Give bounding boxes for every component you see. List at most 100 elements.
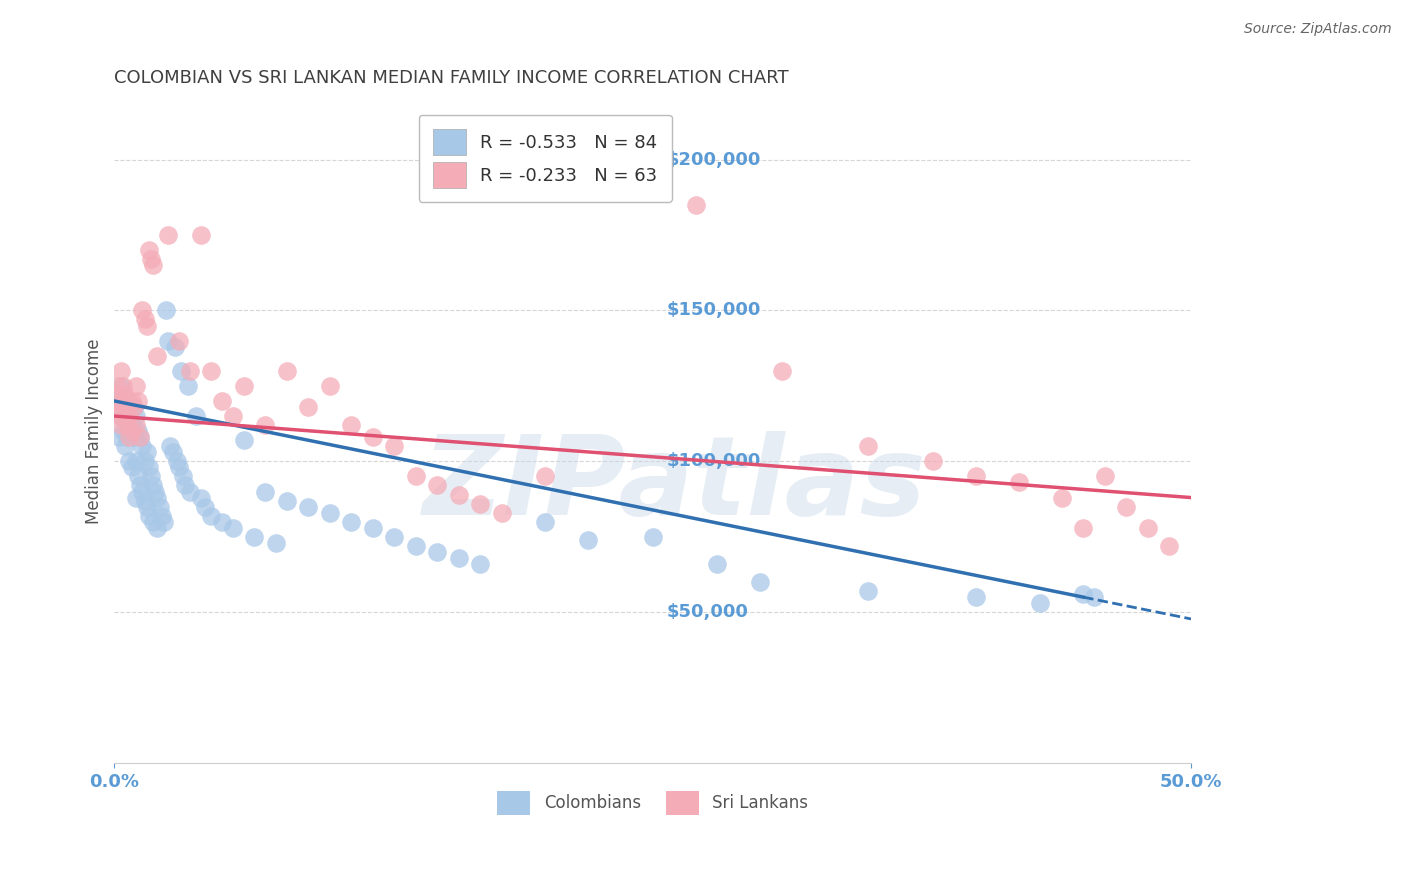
Point [114, 439, 136, 453]
Point [134, 312, 156, 326]
Point [105, 394, 128, 409]
Point [222, 409, 245, 423]
Point [111, 424, 134, 438]
Point [111, 379, 134, 393]
Point [297, 500, 319, 514]
Point [146, 349, 169, 363]
Text: $150,000: $150,000 [666, 301, 761, 319]
Point [138, 508, 160, 523]
Point [159, 439, 181, 453]
Point [125, 409, 148, 423]
Point [491, 506, 513, 520]
Point [135, 318, 157, 333]
Point [190, 227, 212, 242]
Point [1083, 590, 1105, 604]
Point [129, 430, 152, 444]
Point [118, 454, 141, 468]
Point [146, 491, 169, 505]
Point [117, 418, 139, 433]
Point [426, 545, 449, 559]
Point [172, 469, 194, 483]
Point [121, 460, 143, 475]
Point [157, 227, 180, 242]
Point [114, 409, 136, 423]
Point [361, 521, 384, 535]
Point [111, 400, 134, 414]
Point [146, 521, 169, 535]
Point [125, 379, 148, 393]
Text: $200,000: $200,000 [666, 151, 761, 169]
Point [122, 400, 145, 414]
Point [1136, 521, 1159, 535]
Point [118, 409, 141, 423]
Point [211, 394, 233, 409]
Point [122, 400, 145, 414]
Point [186, 409, 208, 423]
Point [254, 484, 277, 499]
Point [641, 153, 664, 167]
Point [243, 530, 266, 544]
Text: ZIPatlas: ZIPatlas [422, 431, 927, 538]
Point [276, 493, 298, 508]
Point [211, 515, 233, 529]
Point [297, 400, 319, 414]
Point [162, 445, 184, 459]
Point [110, 379, 132, 393]
Point [163, 340, 186, 354]
Point [107, 400, 129, 414]
Point [170, 364, 193, 378]
Point [685, 198, 707, 212]
Point [361, 430, 384, 444]
Point [117, 394, 139, 409]
Point [134, 454, 156, 468]
Point [117, 400, 139, 414]
Point [142, 258, 165, 272]
Point [276, 364, 298, 378]
Point [117, 430, 139, 444]
Text: $50,000: $50,000 [666, 603, 748, 621]
Point [179, 484, 201, 499]
Point [125, 491, 148, 505]
Point [1029, 596, 1052, 610]
Point [641, 530, 664, 544]
Point [534, 469, 557, 483]
Point [1073, 587, 1095, 601]
Text: Source: ZipAtlas.com: Source: ZipAtlas.com [1244, 22, 1392, 37]
Point [534, 515, 557, 529]
Point [167, 460, 190, 475]
Point [447, 487, 470, 501]
Point [1115, 500, 1137, 514]
Point [382, 439, 405, 453]
Point [232, 379, 254, 393]
Point [232, 434, 254, 448]
Point [921, 454, 943, 468]
Point [143, 484, 166, 499]
Point [340, 515, 363, 529]
Text: $100,000: $100,000 [666, 452, 761, 470]
Point [107, 388, 129, 402]
Point [139, 469, 162, 483]
Y-axis label: Median Family Income: Median Family Income [86, 338, 103, 524]
Point [319, 506, 342, 520]
Point [167, 334, 190, 348]
Point [200, 508, 222, 523]
Point [131, 303, 153, 318]
Point [125, 418, 148, 433]
Point [470, 497, 492, 511]
Point [706, 557, 728, 571]
Point [1050, 491, 1073, 505]
Point [770, 364, 793, 378]
Point [114, 388, 136, 402]
Point [405, 469, 427, 483]
Point [114, 400, 136, 414]
Point [131, 439, 153, 453]
Point [138, 243, 160, 257]
Point [200, 364, 222, 378]
Point [129, 478, 152, 492]
Point [149, 500, 172, 514]
Point [110, 409, 132, 423]
Point [340, 418, 363, 433]
Point [107, 430, 129, 444]
Point [1008, 475, 1031, 490]
Point [105, 379, 128, 393]
